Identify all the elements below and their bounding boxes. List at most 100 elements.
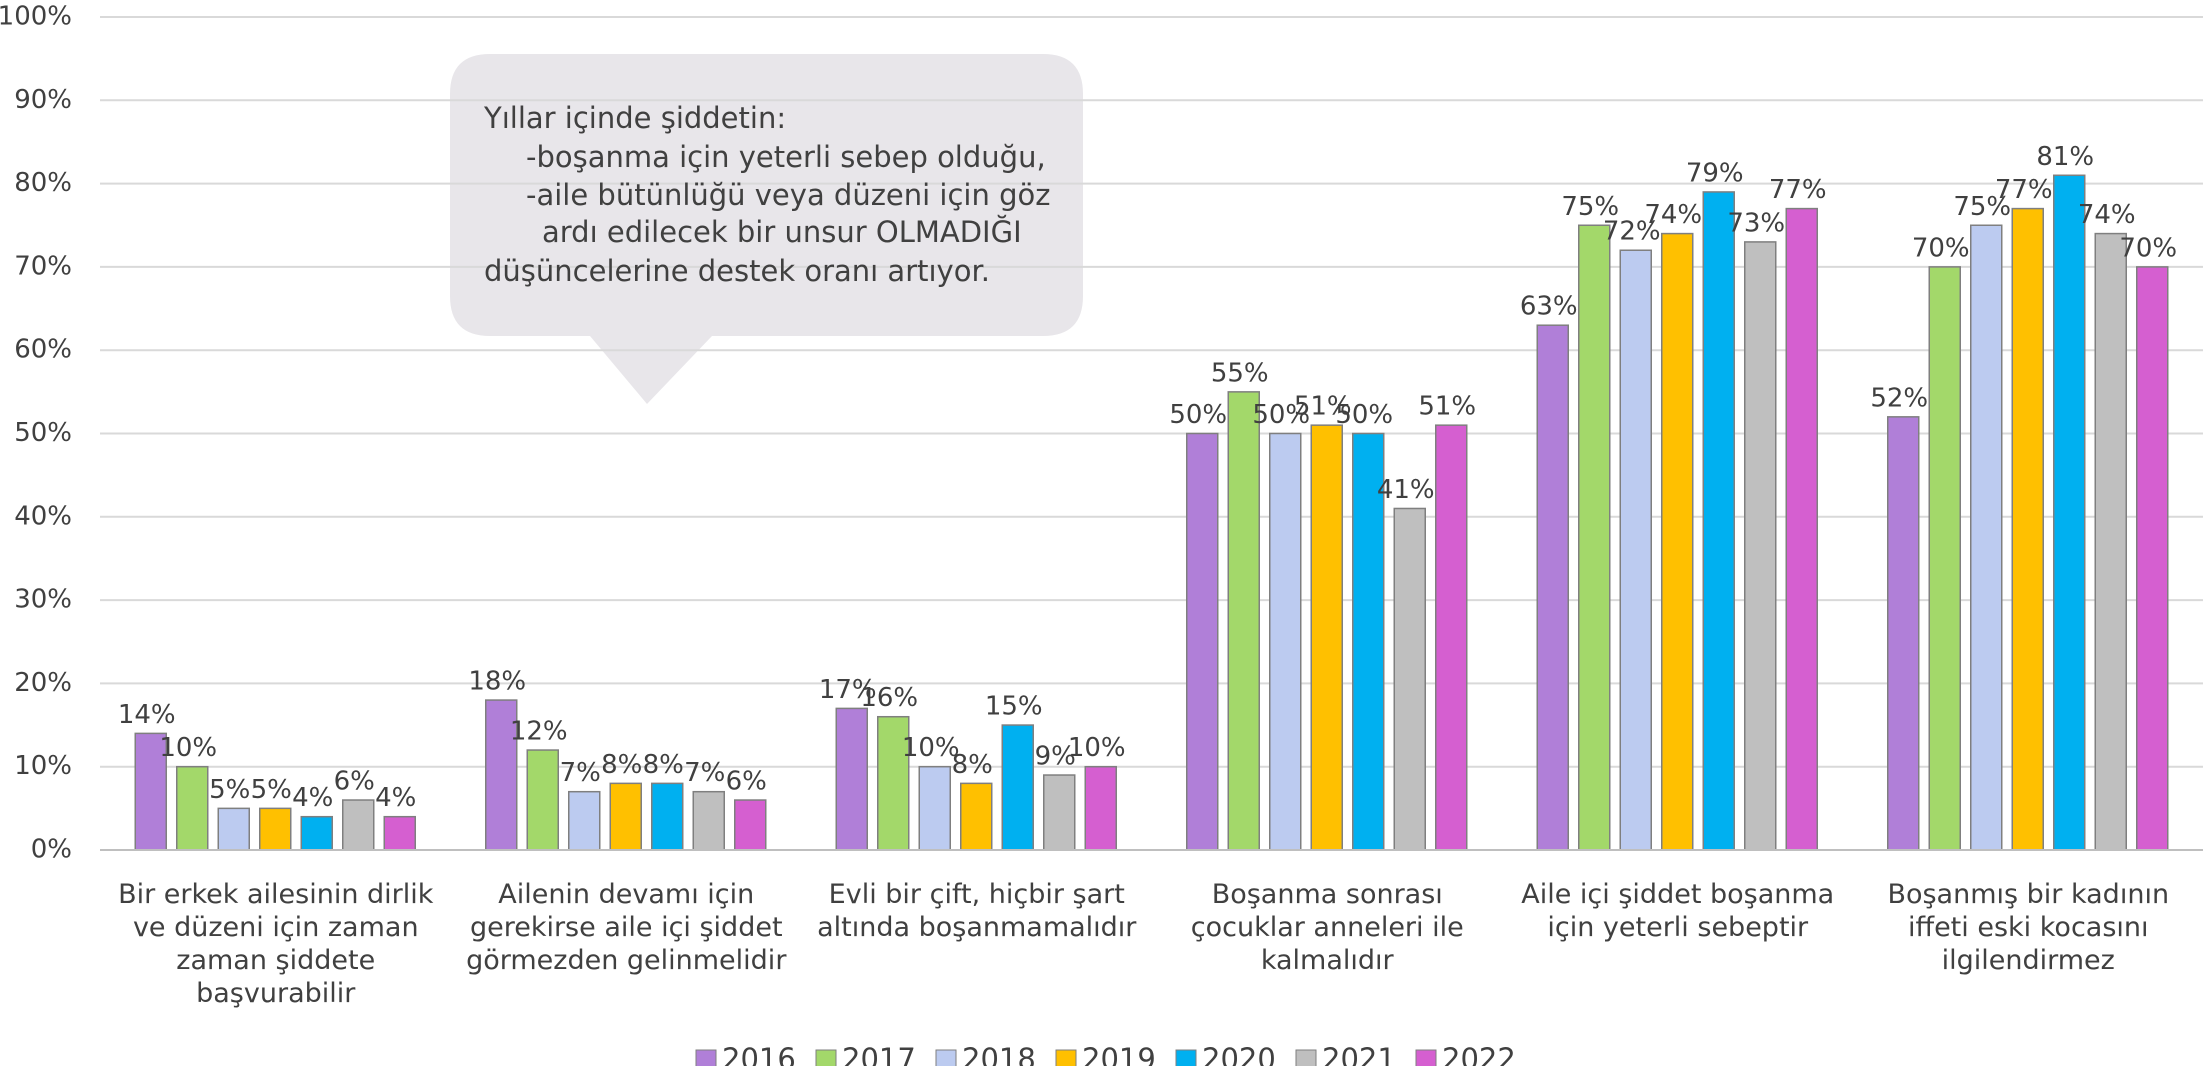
x-tick-label: Bir erkek ailesinin dirlik ve düzeni içi…: [118, 879, 434, 1009]
legend-swatch: [815, 1049, 837, 1066]
data-label: 51%: [1294, 392, 1352, 422]
legend-label: 2018: [962, 1042, 1036, 1066]
data-label: 8%: [601, 750, 642, 780]
data-label: 4%: [375, 783, 416, 813]
bar: [383, 815, 416, 851]
data-label: 79%: [1686, 158, 1744, 188]
bar: [2011, 207, 2044, 851]
data-label: 10%: [1068, 733, 1126, 763]
bar: [1744, 241, 1777, 851]
bar: [1928, 266, 1961, 851]
data-label: 12%: [510, 717, 568, 747]
bar: [1578, 224, 1611, 851]
bar: [692, 790, 725, 851]
bar: [259, 807, 292, 851]
bar: [1702, 191, 1735, 851]
data-label: 73%: [1727, 208, 1785, 238]
bar: [1186, 432, 1219, 851]
data-label: 8%: [952, 750, 993, 780]
data-label: 50%: [1335, 400, 1393, 430]
data-label: 6%: [726, 767, 767, 797]
bar: [1970, 224, 2003, 851]
bar: [1661, 232, 1694, 851]
x-tick-label: Evli bir çift, hiçbir şart altında boşan…: [817, 879, 1137, 943]
bar: [609, 782, 642, 851]
bar: [1393, 507, 1426, 851]
data-label: 72%: [1603, 217, 1661, 247]
bar: [1269, 432, 1302, 851]
x-tick-label: Ailenin devamı için gerekirse aile içi ş…: [466, 879, 787, 976]
bar: [1043, 774, 1076, 851]
legend-swatch: [1055, 1049, 1077, 1066]
bar: [568, 790, 601, 851]
data-label: 41%: [1377, 475, 1435, 505]
data-label: 77%: [1769, 175, 1827, 205]
data-label: 10%: [902, 733, 960, 763]
bar: [526, 749, 559, 851]
x-tick-label: Boşanmış bir kadının iffeti eski kocasın…: [1887, 879, 2170, 976]
data-label: 75%: [1561, 192, 1619, 222]
y-tick-label: 50%: [14, 418, 72, 448]
annotation-line: düşüncelerine destek oranı artıyor.: [484, 254, 990, 288]
data-label: 5%: [251, 775, 292, 805]
data-label: 4%: [292, 783, 333, 813]
legend-label: 2021: [1322, 1042, 1396, 1066]
legend-label: 2016: [722, 1042, 796, 1066]
data-label: 7%: [560, 758, 601, 788]
bar: [1310, 424, 1343, 851]
legend-label: 2020: [1202, 1042, 1276, 1066]
y-tick-label: 10%: [14, 751, 72, 781]
bar: [134, 732, 167, 851]
y-tick-label: 20%: [14, 668, 72, 698]
bar: [1887, 416, 1920, 851]
bar: [2136, 266, 2169, 851]
y-tick-label: 40%: [14, 501, 72, 531]
data-label: 14%: [118, 700, 176, 730]
x-tick-label: Boşanma sonrası çocuklar anneleri ile ka…: [1190, 879, 1464, 976]
callout-bubble: [450, 54, 1083, 404]
bar: [176, 765, 209, 851]
data-label: 17%: [819, 675, 877, 705]
data-label: 77%: [1995, 175, 2053, 205]
data-label: 81%: [2036, 142, 2094, 172]
bar: [1619, 249, 1652, 851]
y-tick-label: 70%: [14, 251, 72, 281]
bar: [342, 799, 375, 851]
x-tick-label: Aile içi şiddet boşanma için yeterli seb…: [1521, 879, 1835, 943]
legend-swatch: [1295, 1049, 1317, 1066]
legend-swatch: [935, 1049, 957, 1066]
legend-swatch: [695, 1049, 717, 1066]
y-tick-label: 90%: [14, 85, 72, 115]
data-label: 8%: [643, 750, 684, 780]
y-tick-label: 100%: [0, 2, 72, 32]
y-tick-label: 80%: [14, 168, 72, 198]
data-label: 15%: [985, 692, 1043, 722]
legend-swatch: [1415, 1049, 1437, 1066]
data-label: 70%: [1912, 233, 1970, 263]
data-label: 16%: [860, 683, 918, 713]
data-label: 74%: [1644, 200, 1702, 230]
legend-swatch: [1175, 1049, 1197, 1066]
bar: [1352, 432, 1385, 851]
bar: [1084, 765, 1117, 851]
data-label: 52%: [1870, 383, 1928, 413]
legend-label: 2017: [842, 1042, 916, 1066]
annotation-line: Yıllar içinde şiddetin:: [483, 101, 786, 135]
bar: [217, 807, 250, 851]
data-label: 55%: [1211, 358, 1269, 388]
bar: [1785, 207, 1818, 851]
data-label: 10%: [159, 733, 217, 763]
bar: [960, 782, 993, 851]
data-label: 9%: [1035, 742, 1076, 772]
data-label: 75%: [1953, 192, 2011, 222]
bar: [1227, 391, 1260, 851]
data-label: 51%: [1418, 392, 1476, 422]
y-tick-label: 30%: [14, 585, 72, 615]
data-label: 63%: [1520, 292, 1578, 322]
y-tick-label: 0%: [31, 835, 72, 865]
data-label: 70%: [2119, 233, 2177, 263]
data-label: 18%: [468, 667, 526, 697]
data-label: 50%: [1169, 400, 1227, 430]
